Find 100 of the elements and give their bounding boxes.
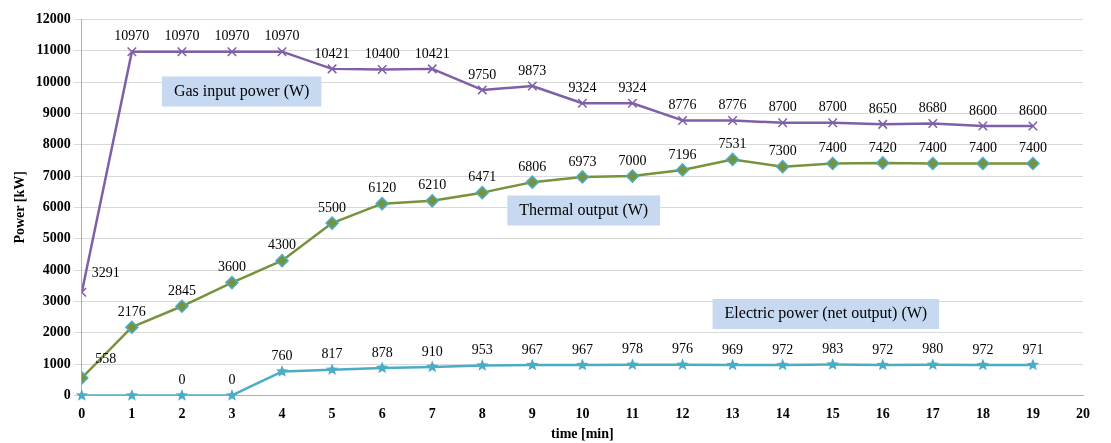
point [1026,156,1040,171]
data-label: 10970 [214,28,250,44]
series-label: Thermal output (W) [519,200,649,219]
data-label: 972 [872,341,894,357]
data-label: 3291 [91,264,120,280]
data-label: 978 [621,341,643,357]
data-label: 953 [471,342,493,358]
data-label: 7400 [818,140,847,156]
data-label: 0 [178,372,186,388]
x-tick-label: 1 [128,406,136,422]
x-tick-label: 5 [328,406,336,422]
data-label: 7420 [868,139,897,155]
x-tick-label: 8 [478,406,486,422]
point [175,388,189,401]
point [126,46,137,57]
point [976,358,990,371]
point [477,84,488,95]
point [776,358,789,371]
point [275,253,289,268]
y-tick-label: 7000 [42,167,71,183]
point [425,194,439,208]
point [175,299,189,314]
data-label: 6210 [418,177,447,193]
point [576,358,589,371]
data-label: 980 [922,341,944,357]
data-label: 8680 [918,100,947,116]
data-label: 8600 [1018,102,1047,118]
y-tick-label: 11000 [36,42,71,58]
point [176,46,187,57]
point [927,118,938,129]
data-label: 8700 [768,99,797,115]
x-tick-label: 2 [178,406,186,422]
point [377,64,388,75]
point [426,360,439,373]
data-label: 817 [321,346,343,362]
y-tick-label: 6000 [42,199,71,215]
point [926,358,939,370]
point [226,46,237,57]
y-axis-title: Power [kW] [12,171,28,244]
data-label: 2845 [167,282,196,298]
data-label: 8600 [968,102,997,118]
point [525,175,540,189]
x-tick-label: 0 [78,406,86,422]
data-label: 10421 [414,45,450,61]
y-tick-label: 5000 [42,230,71,246]
series-label: Gas input power (W) [173,81,310,100]
x-tick-label: 7 [428,406,436,422]
x-tick-label: 4 [278,406,286,422]
x-tick-label: 14 [775,406,790,422]
point [1026,358,1040,371]
data-label: 972 [772,341,794,357]
point [625,169,640,183]
point [627,98,638,109]
x-tick-label: 15 [825,406,840,422]
point [876,358,889,371]
point [325,216,339,230]
data-label: 3600 [217,259,246,275]
point [777,117,788,128]
data-label: 6973 [568,153,597,169]
data-label: 971 [1022,341,1044,357]
data-label: 2176 [117,303,146,319]
x-tick-label: 13 [725,406,740,422]
x-tick-label: 3 [228,406,236,422]
point [775,159,790,174]
data-label: 8776 [668,97,697,113]
x-axis-title: time [min] [551,426,614,442]
x-tick-label: 9 [528,406,536,422]
data-label: 10970 [164,28,200,44]
data-label: 6806 [518,158,547,174]
data-label: 976 [672,341,694,357]
x-tick-label: 16 [875,406,890,422]
y-tick-label: 4000 [42,261,71,277]
point [827,117,838,128]
x-tick-label: 6 [378,406,386,422]
data-label: 7531 [718,136,747,152]
data-label: 10400 [364,46,400,62]
data-label: 9873 [518,62,547,78]
data-label: 967 [571,341,593,357]
data-label: 4300 [268,237,297,253]
y-tick-label: 2000 [42,324,71,340]
data-label: 969 [722,341,744,357]
point [75,388,88,401]
point [277,46,288,57]
data-label: 0 [228,372,236,388]
data-label: 9324 [618,79,647,95]
point [977,120,988,131]
point [375,196,389,211]
point [1027,120,1038,131]
x-tick-label: 19 [1025,406,1040,422]
point [475,185,490,200]
point [676,358,689,371]
data-label: 878 [371,344,393,360]
point [375,361,389,374]
point [427,63,438,74]
data-label: 6471 [468,169,497,185]
data-label: 972 [972,341,994,357]
data-label: 8700 [818,99,847,115]
data-label: 7400 [968,140,997,156]
point [976,156,990,171]
x-tick-label: 20 [1076,406,1090,422]
